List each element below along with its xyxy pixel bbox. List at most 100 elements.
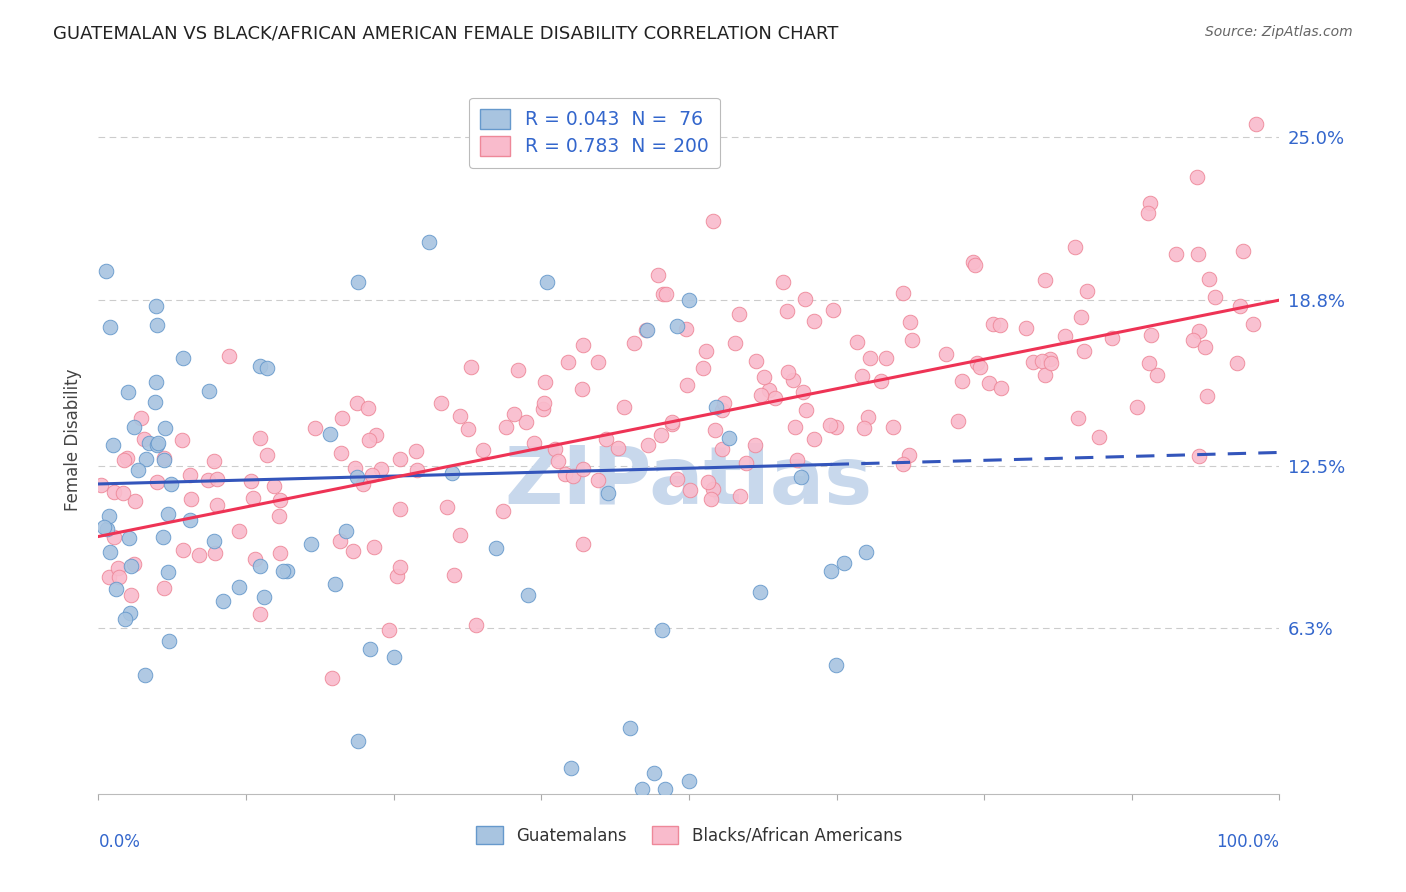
Point xyxy=(1137,206,1160,220)
Point xyxy=(1076,284,1098,298)
Point xyxy=(634,323,657,337)
Point xyxy=(946,414,969,428)
Point xyxy=(330,445,353,459)
Point xyxy=(783,420,806,434)
Point xyxy=(346,470,368,484)
Y-axis label: Female Disability: Female Disability xyxy=(65,368,83,510)
Point xyxy=(1053,328,1076,343)
Point xyxy=(724,336,747,351)
Point xyxy=(249,359,271,373)
Point xyxy=(146,438,169,452)
Point xyxy=(172,434,194,448)
Point xyxy=(103,438,125,452)
Point xyxy=(152,530,174,544)
Point xyxy=(704,400,727,414)
Point xyxy=(388,559,411,574)
Point xyxy=(1241,317,1264,331)
Point xyxy=(1185,169,1208,184)
Point xyxy=(96,523,118,537)
Point xyxy=(205,472,228,486)
Point xyxy=(1182,333,1205,347)
Point xyxy=(1195,389,1218,403)
Point xyxy=(1033,368,1056,383)
Point xyxy=(107,561,129,575)
Point xyxy=(749,387,772,401)
Point xyxy=(612,400,634,414)
Point xyxy=(678,293,700,307)
Point xyxy=(859,351,882,366)
Point xyxy=(818,417,841,432)
Point xyxy=(700,491,723,506)
Point xyxy=(606,441,628,455)
Point xyxy=(675,377,697,392)
Point xyxy=(1194,340,1216,354)
Point xyxy=(321,671,343,685)
Point xyxy=(157,507,180,521)
Point xyxy=(655,287,678,301)
Point xyxy=(1244,117,1267,131)
Point xyxy=(782,373,804,387)
Point xyxy=(359,434,381,448)
Point xyxy=(1070,310,1092,324)
Point xyxy=(204,546,226,560)
Point xyxy=(387,569,409,583)
Point xyxy=(405,444,427,458)
Point xyxy=(378,623,401,637)
Point xyxy=(157,566,180,580)
Point xyxy=(495,419,517,434)
Point xyxy=(643,765,665,780)
Text: ZIPatlas: ZIPatlas xyxy=(505,442,873,521)
Point xyxy=(359,642,381,657)
Point xyxy=(273,564,295,578)
Point xyxy=(523,436,546,450)
Point xyxy=(1088,430,1111,444)
Point xyxy=(146,475,169,489)
Point xyxy=(772,275,794,289)
Point xyxy=(962,254,984,268)
Point xyxy=(449,527,471,541)
Point xyxy=(990,381,1012,395)
Point xyxy=(1101,331,1123,345)
Point xyxy=(460,359,482,374)
Point xyxy=(129,411,152,425)
Point xyxy=(1139,196,1161,211)
Point xyxy=(97,570,120,584)
Point xyxy=(382,650,405,665)
Point xyxy=(786,453,808,467)
Point xyxy=(1139,328,1161,343)
Point xyxy=(253,590,276,604)
Point xyxy=(465,618,488,632)
Point xyxy=(441,466,464,480)
Point xyxy=(1187,247,1209,261)
Point xyxy=(692,361,714,376)
Point xyxy=(256,361,278,376)
Point xyxy=(263,479,285,493)
Point xyxy=(637,438,659,452)
Point xyxy=(572,461,595,475)
Point xyxy=(370,462,392,476)
Point xyxy=(1033,273,1056,287)
Point xyxy=(485,541,508,555)
Point xyxy=(276,564,298,578)
Point xyxy=(965,258,987,272)
Point xyxy=(704,423,727,437)
Point xyxy=(547,454,569,468)
Point xyxy=(145,376,167,390)
Point xyxy=(122,420,145,434)
Point xyxy=(1064,240,1087,254)
Point xyxy=(100,545,122,559)
Point xyxy=(335,524,357,539)
Point xyxy=(1021,355,1043,369)
Point xyxy=(124,494,146,508)
Point xyxy=(1188,324,1211,338)
Point xyxy=(108,570,131,584)
Point xyxy=(988,318,1011,333)
Point xyxy=(218,349,240,363)
Text: 0.0%: 0.0% xyxy=(98,833,141,851)
Point xyxy=(153,581,176,595)
Point xyxy=(347,734,370,748)
Point xyxy=(560,761,582,775)
Point xyxy=(239,475,262,489)
Point xyxy=(554,467,576,481)
Point xyxy=(360,467,382,482)
